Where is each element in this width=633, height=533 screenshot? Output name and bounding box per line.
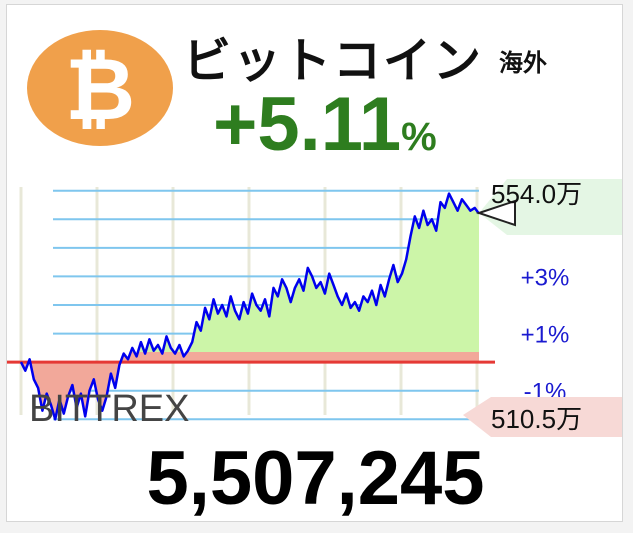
gain-area <box>130 193 479 352</box>
level-label: +3% <box>521 264 570 291</box>
ticker-card: ₿ ビットコイン 海外 +5.11% +5%+3%+1%-1% 554.0万 5… <box>6 4 623 522</box>
bitcoin-glyph: ₿ <box>65 40 135 140</box>
low-tag <box>463 397 622 437</box>
high-value: 554.0万 <box>491 179 582 209</box>
price-chart: +5%+3%+1%-1% 554.0万 510.5万 BITTREX <box>7 179 622 437</box>
level-label: +1% <box>521 322 570 349</box>
price-line <box>19 192 480 421</box>
low-value: 510.5万 <box>491 404 582 434</box>
high-pointer-icon <box>475 199 516 227</box>
change-value: +5.11 <box>213 82 402 167</box>
bitcoin-icon <box>27 30 173 146</box>
bitcoin-logo: ₿ <box>27 30 173 146</box>
current-price: 5,507,245 <box>146 436 485 521</box>
market-label: 海外 <box>499 49 547 77</box>
change-percent: +5.11% <box>213 87 437 163</box>
loss-area <box>21 352 479 420</box>
coin-name: ビットコイン <box>183 33 484 89</box>
exchange-name: BITTREX <box>29 388 189 430</box>
change-unit: % <box>401 115 437 159</box>
